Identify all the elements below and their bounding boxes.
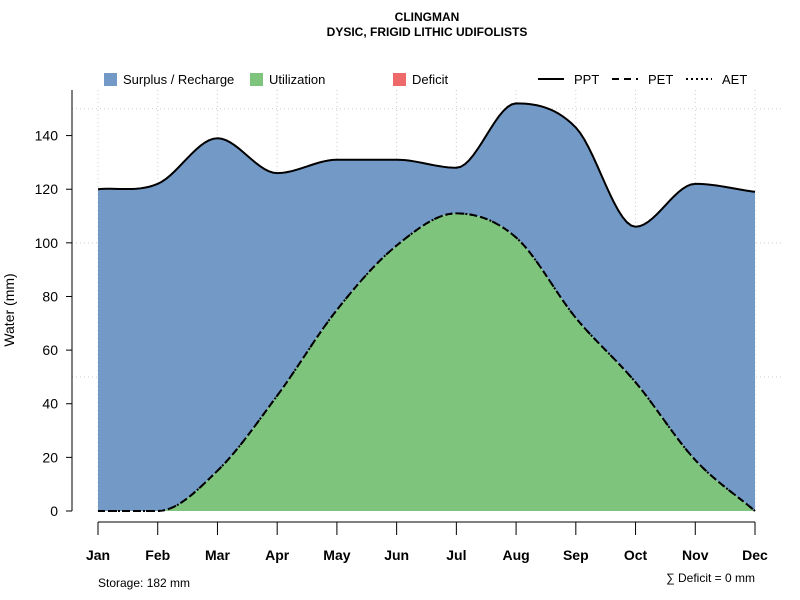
x-tick-label-jun: Jun [384,547,409,563]
series-lines [97,102,756,512]
chart-subtitle: DYSIC, FRIGID LITHIC UDIFOLISTS [327,25,528,39]
legend: Surplus / Recharge Utilization Deficit PPT P… [104,72,747,87]
legend-label-line: AET [722,72,747,87]
pet-line [98,212,756,512]
x-tick-label-nov: Nov [682,547,709,563]
x-tick-label-jul: Jul [446,547,466,563]
x-axis: Jan Feb Mar Apr May Jun Jul Aug Sep Oct Nov Dec [86,521,768,563]
utilization-area [98,213,755,511]
x-tick-label-may: May [323,547,350,563]
y-tick-label: 100 [35,235,59,251]
legend-swatch-2 [393,73,406,86]
y-tick-label: 40 [42,396,58,412]
x-tick-label-dec: Dec [742,547,768,563]
y-tick-label: 120 [35,181,59,197]
chart-title: CLINGMAN [395,10,460,24]
x-tick-label-oct: Oct [624,547,648,563]
surplus-recharge-area [98,103,755,511]
x-tick-label-mar: Mar [205,547,230,563]
legend-swatch-0 [104,73,117,86]
y-tick-label: 60 [42,342,58,358]
legend-label-area: Surplus / Recharge [123,72,234,87]
legend-label-area: Utilization [269,72,325,87]
legend-label-line: PPT [574,72,599,87]
x-tick-label-jan: Jan [86,547,110,563]
y-tick-label: 20 [42,449,58,465]
y-axis: 0 20 40 60 80 100 120 140 [35,90,73,519]
ppt-line [97,102,756,228]
storage-note: Storage: 182 mm [98,576,190,590]
y-tick-label: 140 [35,128,59,144]
legend-swatch-1 [250,73,263,86]
areas [98,103,755,511]
x-tick-label-aug: Aug [502,547,529,563]
legend-label-area: Deficit [412,72,449,87]
deficit-note: ∑ Deficit = 0 mm [666,571,755,585]
y-tick-label: 80 [42,288,58,304]
y-tick-label: 0 [50,503,58,519]
x-tick-label-sep: Sep [563,547,589,563]
y-axis-title: Water (mm) [1,273,17,346]
legend-label-line: PET [648,72,673,87]
x-tick-label-apr: Apr [265,547,290,563]
x-tick-label-feb: Feb [145,547,170,563]
